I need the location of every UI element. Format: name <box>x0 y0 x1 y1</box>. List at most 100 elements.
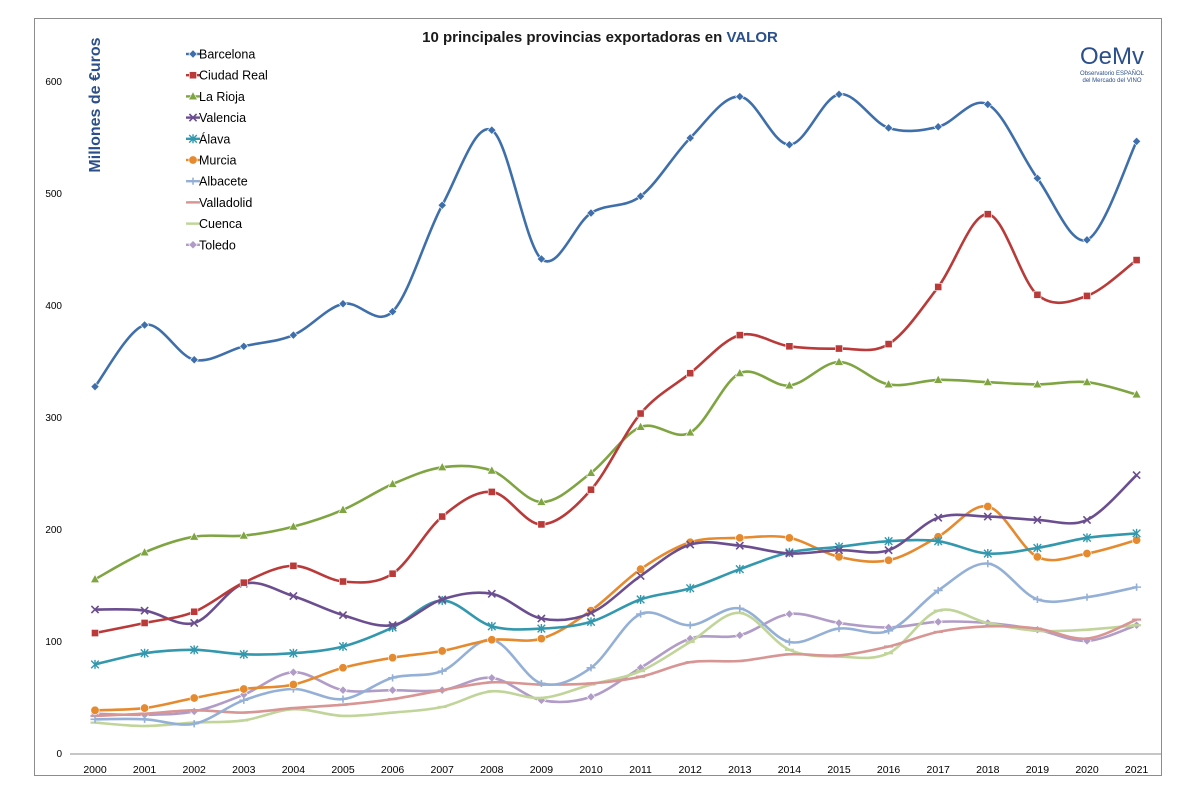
data-point-ciudad-real <box>1132 256 1141 264</box>
x-tick-label: 2011 <box>629 764 652 776</box>
x-tick-label: 2003 <box>232 764 256 776</box>
data-point-alava <box>735 564 745 574</box>
series-line-cuenca <box>94 608 1137 728</box>
legend-label-toledo: Toledo <box>199 238 236 252</box>
data-point-la-rioja <box>387 478 398 488</box>
data-point-valencia <box>388 621 397 630</box>
data-point-albacete <box>784 638 794 646</box>
series-valladolid <box>90 618 1142 718</box>
legend-marker-la-rioja <box>187 90 199 101</box>
data-point-albacete <box>90 715 100 723</box>
legend-item-ciudad-real: Ciudad Real <box>186 69 268 83</box>
x-tick-label: 2019 <box>1026 764 1050 776</box>
x-tick-label: 2004 <box>282 764 306 776</box>
data-point-alava <box>338 641 348 651</box>
data-point-alava <box>189 645 199 655</box>
data-point-toledo <box>387 685 398 695</box>
data-point-barcelona <box>685 133 695 143</box>
data-point-ciudad-real <box>1033 290 1042 299</box>
data-point-valencia <box>834 545 844 555</box>
legend-marker-ciudad-real <box>189 71 197 80</box>
data-point-murcia <box>636 564 646 574</box>
y-axis-label: Millones de €uros <box>87 37 104 172</box>
data-point-valencia <box>884 545 893 555</box>
series-line-la-rioja <box>94 360 1137 581</box>
data-point-valencia <box>686 540 695 549</box>
legend-marker-valencia <box>188 113 198 122</box>
data-point-murcia <box>487 635 497 645</box>
series-layer <box>89 89 1142 728</box>
data-point-alava <box>140 648 149 658</box>
data-point-ciudad-real <box>636 409 645 418</box>
chart-title: 10 principales provincias exportadoras e… <box>422 29 778 46</box>
data-point-ciudad-real <box>785 342 794 351</box>
data-point-albacete <box>983 560 993 568</box>
data-point-alava <box>289 648 298 658</box>
data-point-murcia <box>536 634 546 644</box>
data-point-alava <box>90 659 100 669</box>
data-point-la-rioja <box>337 504 349 514</box>
series-murcia <box>90 501 1142 715</box>
data-point-la-rioja <box>585 467 597 477</box>
data-point-la-rioja <box>1131 389 1142 399</box>
data-point-murcia <box>388 653 398 663</box>
chart-frame <box>34 18 1162 776</box>
data-point-albacete <box>239 696 249 704</box>
data-point-toledo <box>338 685 348 695</box>
data-point-alava <box>537 624 546 634</box>
data-point-barcelona <box>1032 173 1043 183</box>
legend-label-alava: Álava <box>199 131 230 146</box>
data-point-alava <box>1132 528 1141 538</box>
data-point-albacete <box>685 621 695 629</box>
data-point-murcia <box>784 533 794 543</box>
data-point-la-rioja <box>437 461 448 471</box>
logo-line2: del Mercado del VINO <box>1082 78 1141 84</box>
data-point-murcia <box>834 552 844 562</box>
legend: Barcelona Ciudad Real La Rioja Valencia Álav… <box>186 48 268 252</box>
legend-label-valladolid: Valladolid <box>199 196 252 210</box>
data-point-barcelona <box>387 306 398 317</box>
data-point-albacete <box>437 667 447 675</box>
x-tick-label: 2007 <box>431 764 455 776</box>
data-point-ciudad-real <box>983 210 992 219</box>
data-point-barcelona <box>338 299 348 309</box>
data-point-la-rioja <box>933 374 944 384</box>
legend-marker-barcelona <box>188 49 198 59</box>
axes-layer: 0 100 200 300 400 500 600 2000 2001 2002 2003 2004 2… <box>45 77 1162 776</box>
series-line-murcia <box>94 505 1137 712</box>
legend-item-murcia: Murcia <box>186 154 237 168</box>
oemv-logo: OeMv Observatorio ESPAÑOL del Mercado de… <box>1080 43 1145 84</box>
logo-wordmark: OeMv <box>1080 43 1144 70</box>
x-tick-label: 2008 <box>480 764 504 776</box>
data-point-valencia <box>289 591 298 601</box>
y-tick-label: 500 <box>45 189 62 200</box>
legend-item-barcelona: Barcelona <box>186 48 255 62</box>
data-point-valencia <box>735 541 744 550</box>
data-point-valencia <box>537 614 546 623</box>
data-point-valencia <box>90 605 100 614</box>
legend-marker-murcia <box>188 155 198 165</box>
y-tick-label: 200 <box>45 525 62 536</box>
data-point-ciudad-real <box>934 283 943 291</box>
x-tick-label: 2020 <box>1075 764 1099 776</box>
data-point-albacete <box>140 715 150 723</box>
data-point-murcia <box>735 533 745 543</box>
data-point-barcelona <box>189 355 199 365</box>
x-tick-label: 2013 <box>728 764 752 776</box>
legend-label-albacete: Albacete <box>199 175 248 189</box>
data-point-la-rioja <box>189 531 200 541</box>
data-point-valencia <box>1082 515 1092 525</box>
data-point-murcia <box>288 680 298 690</box>
data-point-barcelona <box>1131 136 1142 146</box>
series-line-toledo <box>94 612 1138 717</box>
data-point-barcelona <box>288 330 299 340</box>
data-point-barcelona <box>487 125 497 135</box>
x-tick-label: 2006 <box>381 764 405 776</box>
data-point-alava <box>586 617 596 627</box>
data-point-valencia <box>636 571 645 581</box>
data-point-valencia <box>1033 515 1042 525</box>
data-point-la-rioja <box>635 421 646 431</box>
data-point-alava <box>1033 543 1042 553</box>
data-point-albacete <box>933 586 943 595</box>
